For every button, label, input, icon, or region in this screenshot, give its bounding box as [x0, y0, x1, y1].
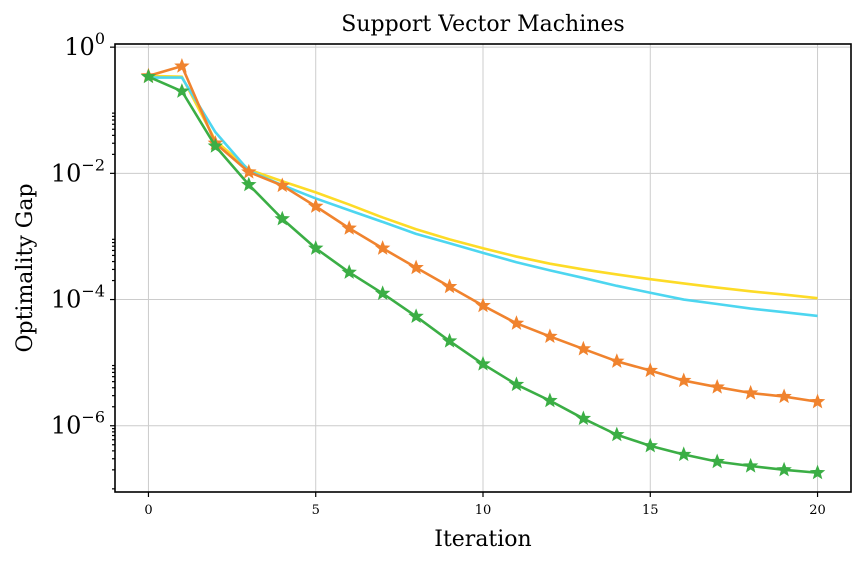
data-point-star — [174, 83, 190, 98]
data-point-star — [776, 388, 792, 404]
data-point-star — [475, 355, 491, 371]
data-point-star — [441, 332, 458, 348]
x-axis-label: Iteration — [434, 527, 531, 552]
data-point-star — [742, 457, 759, 473]
grid — [115, 44, 851, 492]
series-0 — [148, 74, 818, 300]
data-point-star — [575, 340, 592, 356]
data-point-star — [742, 384, 759, 400]
y-axis-label: Optimality Gap — [13, 183, 38, 352]
series-3 — [140, 68, 826, 480]
data-point-star — [475, 297, 491, 313]
data-point-star — [642, 437, 658, 453]
data-point-star — [809, 464, 826, 480]
data-point-star — [642, 362, 658, 378]
data-point-star — [241, 163, 257, 179]
data-point-star — [174, 58, 190, 73]
y-tick-label: 10−2 — [51, 155, 105, 187]
data-point-star — [408, 259, 424, 275]
data-point-star — [308, 198, 324, 213]
y-tick-label: 10−4 — [51, 282, 105, 314]
data-point-star — [709, 453, 725, 469]
y-tick-label: 100 — [64, 29, 105, 61]
data-point-star — [408, 308, 424, 324]
data-point-star — [508, 315, 525, 330]
data-point-star — [241, 176, 257, 192]
y-tick-label: 10−6 — [51, 408, 105, 440]
data-point-star — [140, 68, 157, 84]
data-point-star — [274, 177, 290, 193]
data-point-star — [374, 240, 391, 255]
series-2 — [140, 58, 826, 409]
data-point-star — [776, 461, 792, 477]
data-point-star — [542, 328, 558, 344]
data-point-star — [441, 278, 458, 294]
data-point-star — [374, 285, 391, 301]
series-layer — [140, 58, 826, 480]
data-point-star — [508, 376, 525, 392]
x-tick-label: 15 — [642, 503, 659, 518]
axis-ticks: 0 5 10 15 20 100 10−2 10−4 10−6 — [51, 29, 826, 518]
data-point-star — [709, 378, 725, 394]
data-point-star — [676, 446, 692, 462]
data-point-star — [609, 353, 625, 368]
data-point-star — [341, 264, 357, 279]
data-point-star — [308, 240, 324, 255]
data-point-star — [207, 138, 224, 153]
data-point-star — [542, 392, 558, 408]
data-point-star — [676, 372, 692, 388]
x-tick-label: 10 — [475, 503, 492, 518]
x-tick-label: 5 — [312, 503, 320, 518]
data-point-star — [575, 410, 592, 426]
data-point-star — [274, 210, 290, 226]
data-point-star — [609, 426, 625, 442]
x-tick-label: 0 — [144, 503, 152, 518]
x-tick-label: 20 — [809, 503, 826, 518]
data-point-star — [809, 393, 826, 409]
series-line — [148, 74, 818, 300]
chart-title: Support Vector Machines — [341, 12, 624, 37]
data-point-star — [341, 220, 357, 235]
